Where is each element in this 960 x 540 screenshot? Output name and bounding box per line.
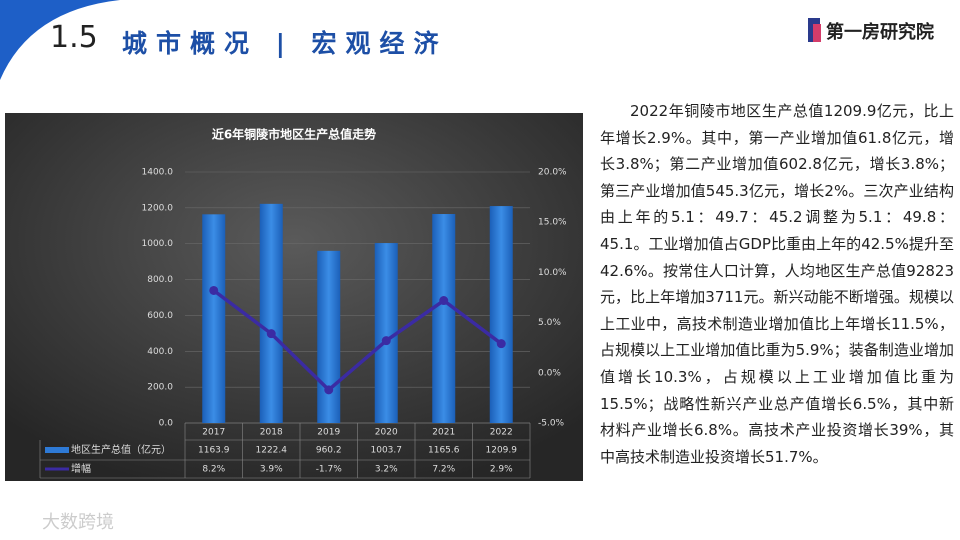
section-number: 1.5 [50,20,98,55]
y2-tick-label: 15.0% [538,218,567,228]
line-marker [266,329,276,339]
logo-text: 第一房研究院 [826,22,934,43]
line-marker [324,385,334,395]
x-tick-label: 2019 [317,428,340,438]
table-value: 3.2% [375,465,398,475]
table-value: 2.9% [490,465,513,475]
page-title: 城市概况 | 宏观经济 [122,29,448,58]
bar [202,214,226,423]
line-marker [439,296,449,306]
line [212,289,503,393]
x-tick-label: 2017 [202,428,225,438]
y-tick-label: 800.0 [147,275,173,285]
y2-tick-label: 20.0% [538,168,567,178]
bar [432,214,456,423]
x-tick-label: 2018 [260,428,283,438]
y-tick-label: 1200.0 [142,203,174,213]
table-value: 8.2% [202,465,225,475]
line-marker [496,339,506,349]
line-marker [209,285,219,295]
y-tick-label: 600.0 [147,311,173,321]
y-tick-label: 1400.0 [142,168,174,178]
table-value: -1.7% [316,465,343,475]
legend-label: 增幅 [71,462,91,475]
x-tick-label: 2021 [432,428,455,438]
table-value: 1165.6 [428,446,460,456]
table-value: 1209.9 [486,446,518,456]
table-value: 960.2 [316,446,342,456]
x-tick-label: 2022 [490,428,513,438]
logo-icon [813,24,821,42]
chart-background [5,113,583,481]
corner-shape [0,0,120,80]
bar [259,203,283,423]
watermark: 大数跨境 [42,512,114,533]
x-tick-label: 2020 [375,428,398,438]
body-text: 2022年铜陵市地区生产总值1209.9亿元，比上年增长2.9%。其中，第一产业… [600,102,954,466]
bar [317,250,341,423]
table-value: 3.9% [260,465,283,475]
bar [374,243,398,423]
y-tick-label: 1000.0 [142,239,174,249]
y2-tick-label: 10.0% [538,268,567,278]
line-marker [381,336,391,346]
legend-label: 地区生产总值（亿元） [71,443,171,456]
y-tick-label: 400.0 [147,347,173,357]
y-tick-label: 200.0 [147,383,173,393]
bar [489,206,513,423]
y2-tick-label: -5.0% [538,419,565,429]
y-tick-label: 0.0 [159,419,174,429]
table-value: 1222.4 [256,446,288,456]
chart: 近6年铜陵市地区生产总值走势 0.0 200.0 400.0 600.0 800.0 10… [5,113,583,481]
table-value: 1003.7 [371,446,403,456]
y2-tick-label: 0.0% [538,368,561,378]
table-value: 1163.9 [198,446,230,456]
y2-tick-label: 5.0% [538,318,561,328]
table-value: 7.2% [432,465,455,475]
chart-title: 近6年铜陵市地区生产总值走势 [212,127,376,142]
legend-key [45,447,69,453]
